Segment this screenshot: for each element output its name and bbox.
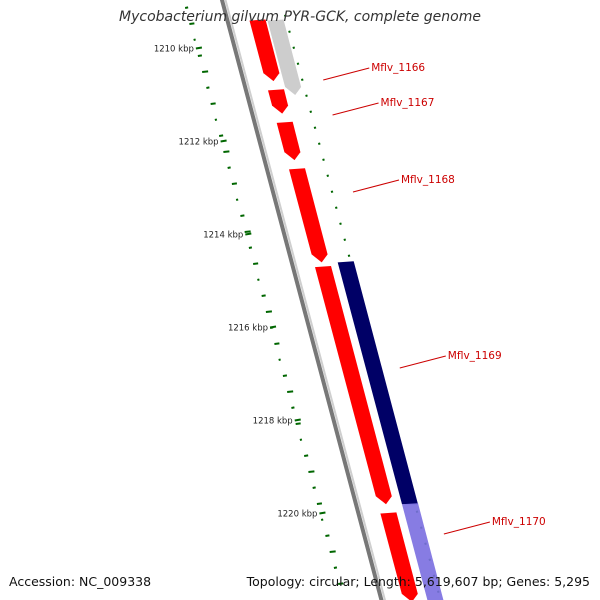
gc-mark: [227, 166, 231, 169]
gc-mark: [214, 118, 218, 121]
backbone-highlight: [224, 0, 386, 600]
gc-mark: [309, 110, 313, 113]
gc-mark: [339, 222, 342, 225]
gene-leader-line: [323, 67, 370, 81]
gc-mark: [287, 390, 294, 393]
gene-forward: [249, 19, 280, 82]
gc-mark: [334, 206, 338, 209]
gene-leader-line: [399, 355, 446, 369]
gc-mark: [326, 174, 330, 177]
gc-mark: [317, 142, 321, 145]
gc-mark: [296, 62, 300, 65]
gc-mark: [343, 238, 347, 241]
ruler-label: 1218 kbp: [253, 417, 293, 427]
gene-reverse: [402, 503, 444, 600]
gene-forward: [268, 89, 289, 114]
gene-leader-line: [443, 521, 491, 535]
gc-mark: [257, 278, 260, 281]
gc-skew-track: [184, 6, 440, 593]
ruler-label: 1214 kbp: [203, 231, 243, 241]
gc-mark: [292, 46, 296, 49]
gc-mark: [189, 22, 195, 25]
gene-label[interactable]: Mflv_1169: [448, 350, 502, 362]
gc-mark: [278, 358, 281, 361]
gc-mark: [206, 86, 210, 89]
ruler-label: 1216 kbp: [228, 324, 268, 334]
gc-mark: [202, 70, 209, 73]
gene-label[interactable]: Mflv_1170: [492, 516, 546, 528]
gc-mark: [304, 454, 309, 457]
ruler-tick: [245, 232, 252, 236]
gc-mark: [210, 102, 216, 105]
gc-mark: [197, 54, 203, 57]
ruler-tick: [294, 418, 301, 422]
gc-mark: [223, 150, 230, 153]
gene-leader-line: [352, 179, 400, 193]
kbp-ruler: 1210 kbp 1212 kbp 1214 kbp 1216 kbp 1218 kbp…: [154, 45, 326, 520]
gc-mark: [329, 550, 336, 553]
gc-mark: [322, 158, 325, 161]
gene-leader-line: [332, 102, 379, 116]
gc-mark: [274, 342, 280, 345]
ruler-tick: [195, 46, 203, 50]
gene-labels: Mflv_1166 Mflv_1167 Mflv_1168 Mflv_1169 Mflv…: [323, 62, 546, 535]
gc-mark: [282, 374, 288, 377]
gc-mark: [235, 198, 239, 201]
gc-mark: [265, 310, 272, 313]
genome-backbone: [219, 0, 386, 600]
gene-label[interactable]: Mflv_1167: [381, 97, 435, 109]
ruler-tick: [220, 139, 227, 143]
gc-mark: [300, 78, 304, 81]
gc-mark: [244, 230, 251, 233]
gc-mark: [283, 14, 287, 17]
gc-mark: [288, 30, 291, 33]
gene-forward: [267, 19, 302, 95]
gc-mark: [291, 406, 295, 409]
gene-label[interactable]: Mflv_1166: [371, 62, 425, 74]
backbone-line: [219, 0, 384, 600]
gene-forward: [289, 168, 328, 263]
ruler-label: 1210 kbp: [154, 45, 194, 55]
gc-mark: [299, 438, 303, 441]
accession-text: Accession: NC_009338: [9, 574, 152, 589]
gc-mark: [320, 518, 324, 521]
ruler-label: 1212 kbp: [179, 138, 219, 148]
ruler-label: 1220 kbp: [277, 510, 317, 520]
gc-mark: [333, 566, 338, 569]
gc-mark: [347, 254, 351, 257]
genome-info-text: Topology: circular; Length: 5,619,607 bp…: [246, 574, 590, 589]
gc-mark: [184, 6, 189, 9]
gc-mark: [316, 502, 323, 505]
gene-forward: [380, 512, 418, 600]
gc-mark: [193, 38, 196, 41]
gc-mark: [261, 294, 266, 297]
gene-forward: [315, 266, 392, 505]
gc-mark: [218, 134, 224, 137]
gc-mark: [330, 190, 334, 193]
gene-track: [249, 19, 444, 600]
map-title: Mycobacterium gilvum PYR-GCK, complete g…: [119, 9, 481, 25]
gc-mark: [253, 262, 259, 265]
gene-forward: [276, 121, 301, 161]
gc-mark: [240, 214, 245, 217]
gene-reverse: [337, 261, 418, 505]
gc-mark: [325, 534, 330, 537]
ruler-tick: [319, 511, 326, 515]
gc-mark: [248, 246, 253, 249]
gc-mark: [312, 486, 316, 489]
ruler-tick: [269, 325, 277, 329]
gc-mark: [295, 422, 301, 425]
gc-mark: [231, 182, 238, 185]
gc-mark: [313, 126, 317, 129]
gene-label[interactable]: Mflv_1168: [401, 174, 455, 186]
gc-mark: [308, 470, 315, 473]
gc-mark: [338, 582, 344, 585]
gc-mark: [305, 94, 308, 97]
